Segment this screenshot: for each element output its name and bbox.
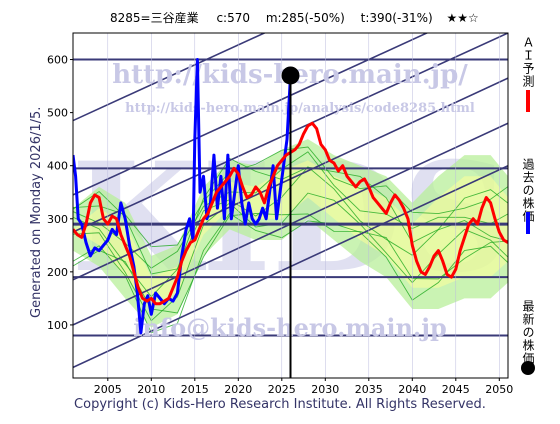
x-tick-label: 2015 bbox=[181, 383, 209, 396]
chart-header: 8285=三谷産業 c:570 m:285(-50%) t:390(-31%) … bbox=[110, 10, 479, 25]
x-tick-label: 2010 bbox=[137, 383, 165, 396]
legend-swatch bbox=[521, 361, 535, 375]
y-tick-label: 200 bbox=[47, 266, 68, 279]
m-value-label: m:285(-50%) bbox=[266, 11, 345, 25]
legend-label: 過去の株価 bbox=[521, 158, 535, 223]
x-tick-label: 2045 bbox=[442, 383, 470, 396]
y-tick-label: 500 bbox=[47, 107, 68, 120]
latest-price-marker bbox=[281, 66, 300, 85]
legend-label: ＡＩ予測 bbox=[521, 36, 535, 88]
watermark-url-analysis: http://kids-hero.main.jp/analysis/code82… bbox=[125, 101, 475, 116]
generated-date-label: Generated on Monday 2026/1/5. bbox=[29, 107, 44, 318]
plot-area: KIDShttp://kids-hero.main.jp/http://kids… bbox=[47, 32, 513, 396]
scenario-line bbox=[73, 192, 508, 322]
x-tick-label: 2030 bbox=[311, 383, 339, 396]
x-tick-label: 2025 bbox=[268, 383, 296, 396]
x-tick-label: 2050 bbox=[485, 383, 513, 396]
y-tick-label: 100 bbox=[47, 319, 68, 332]
ticker-label: 8285=三谷産業 bbox=[110, 10, 199, 25]
x-tick-label: 2005 bbox=[94, 383, 122, 396]
x-tick-label: 2020 bbox=[224, 383, 252, 396]
y-tick-label: 400 bbox=[47, 160, 68, 173]
y-tick-label: 600 bbox=[47, 54, 68, 67]
t-value-label: t:390(-31%) bbox=[361, 11, 433, 25]
plot-content: KIDShttp://kids-hero.main.jp/http://kids… bbox=[73, 33, 508, 378]
past-price-line bbox=[73, 58, 292, 335]
legend-label: 最新の株価 bbox=[521, 300, 535, 365]
channel-line bbox=[73, 33, 267, 122]
x-tick-label: 2035 bbox=[355, 383, 383, 396]
copyright-footer: Copyright (c) Kids-Hero Research Institu… bbox=[74, 397, 486, 412]
x-tick-label: 2040 bbox=[398, 383, 426, 396]
rating-stars: ★★☆ bbox=[447, 11, 479, 25]
current-price-label: c:570 bbox=[216, 11, 250, 25]
y-tick-label: 300 bbox=[47, 213, 68, 226]
prediction-band-core bbox=[73, 160, 508, 307]
plot-frame bbox=[72, 32, 509, 379]
